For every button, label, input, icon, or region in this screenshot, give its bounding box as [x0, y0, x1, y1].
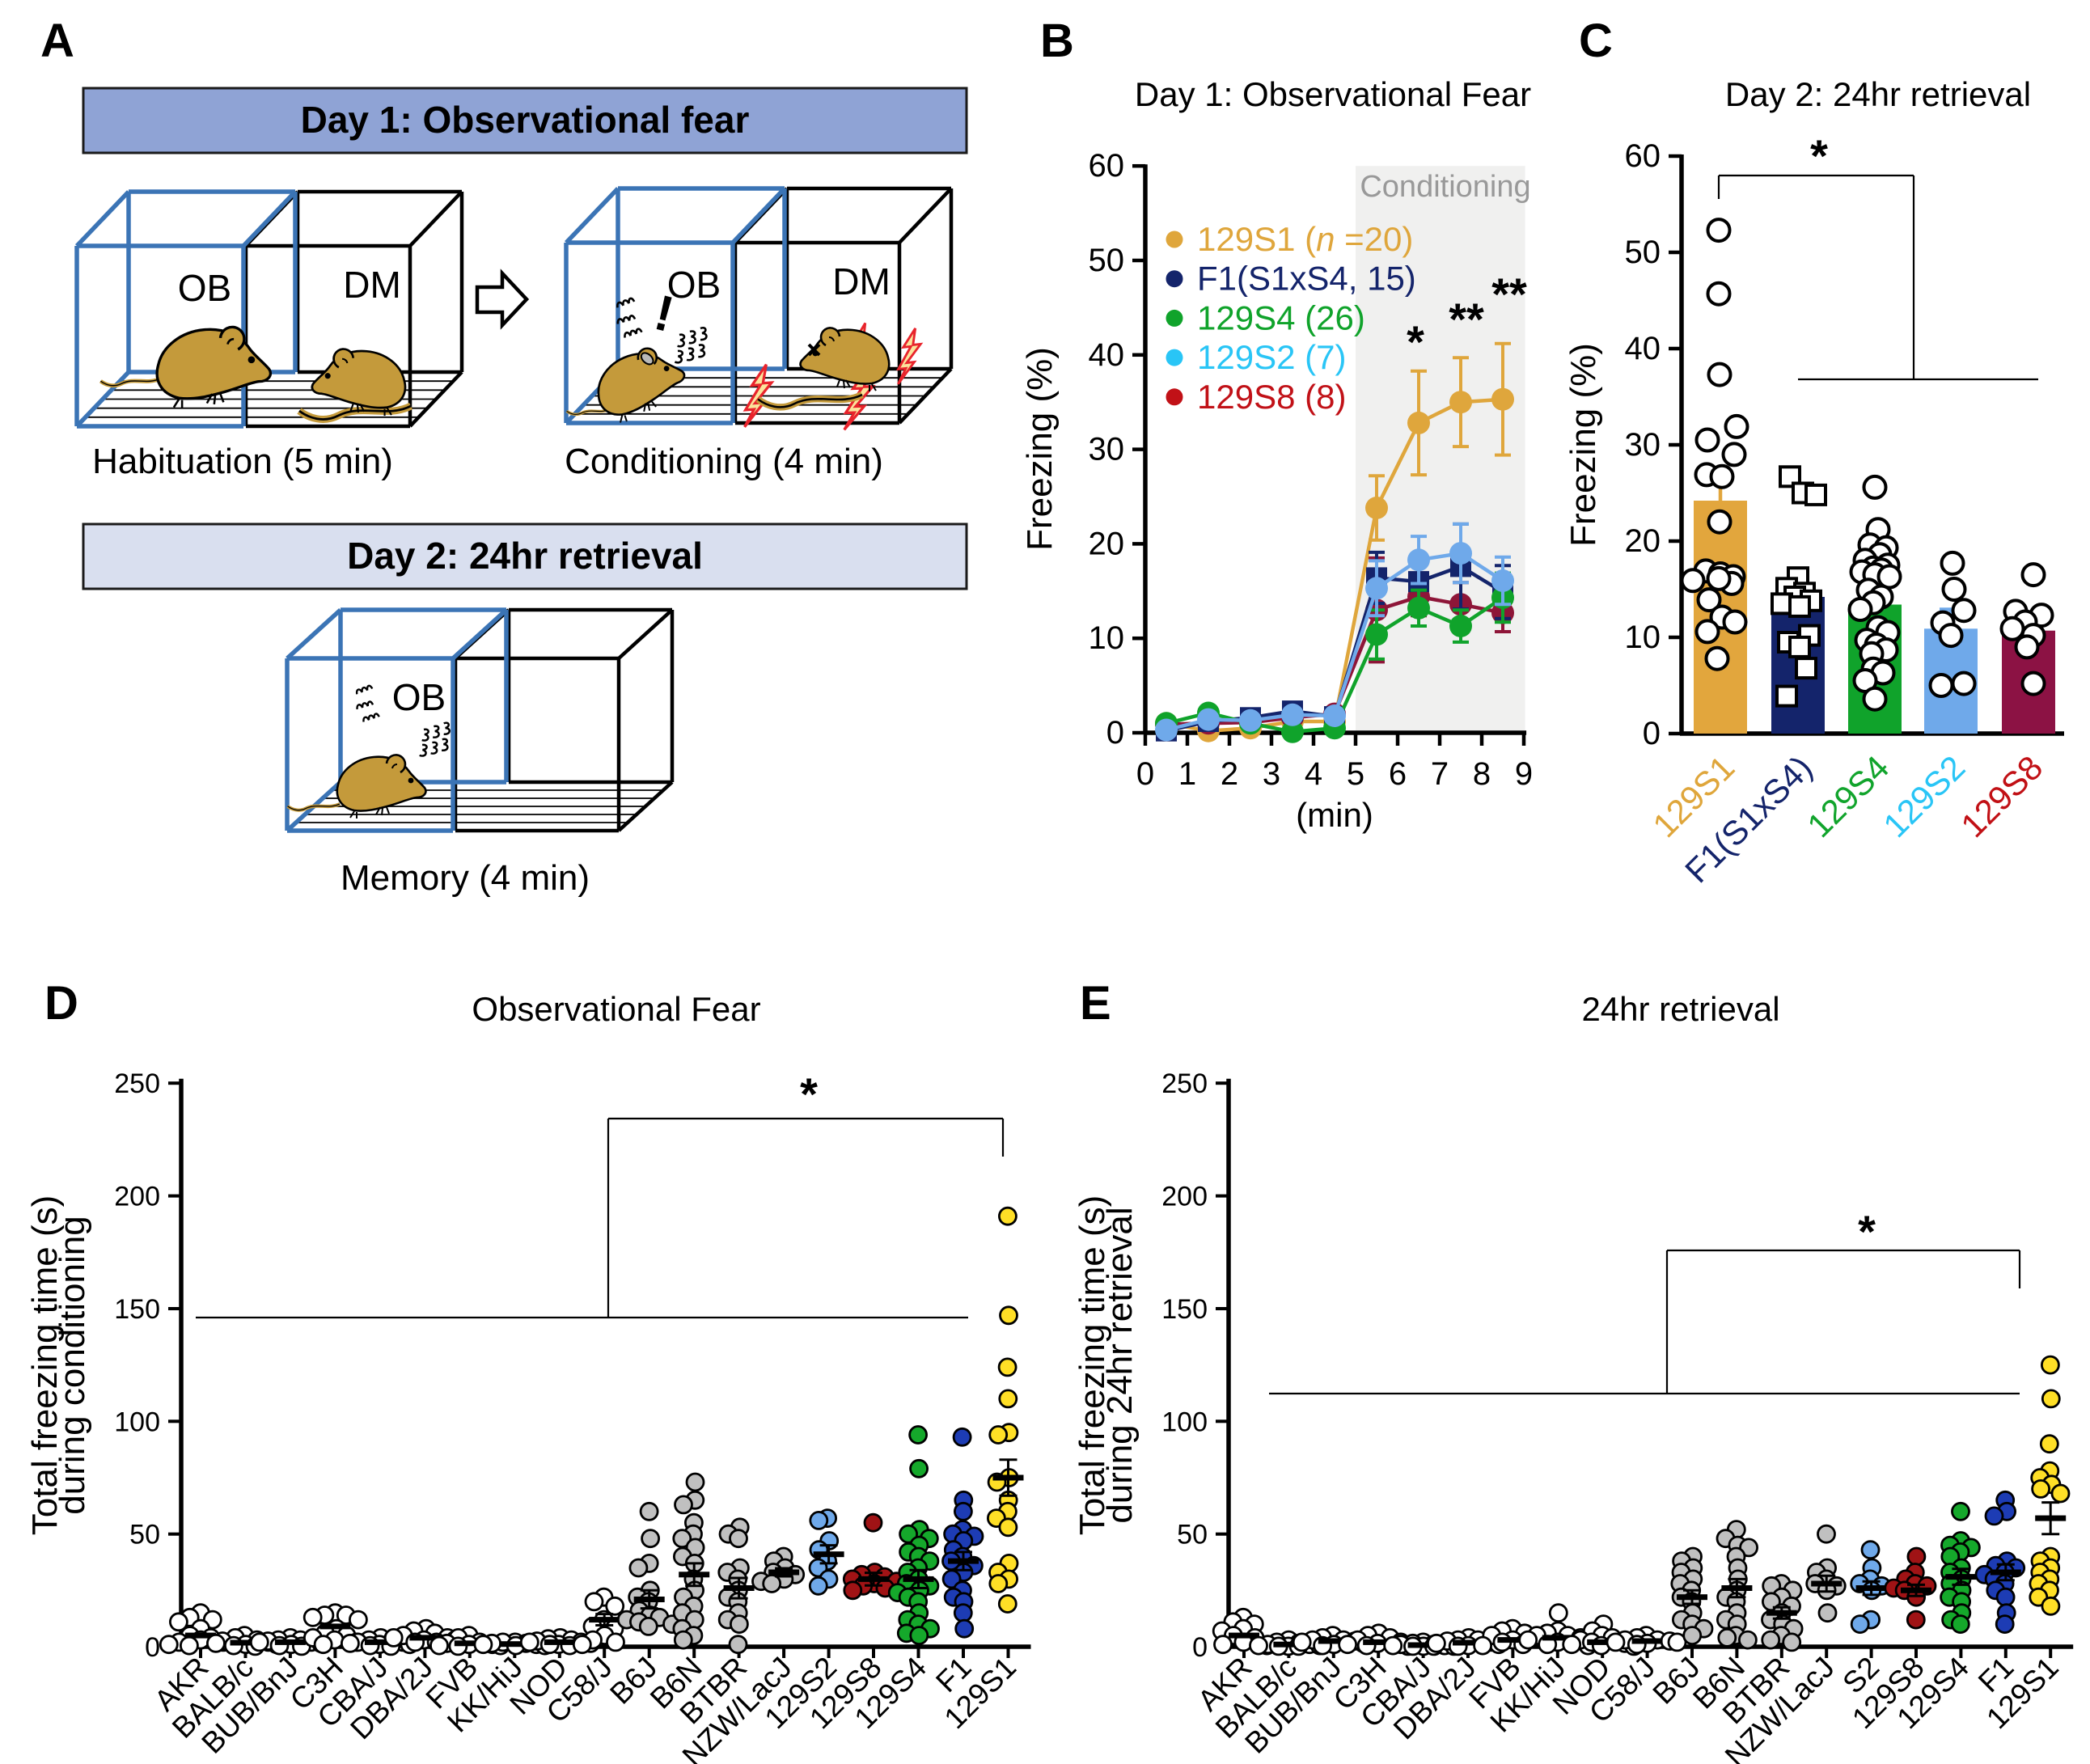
svg-text:7: 7: [1431, 756, 1449, 792]
svg-text:during conditioning: during conditioning: [53, 1216, 92, 1514]
svg-text:Freezing (%): Freezing (%): [1020, 347, 1060, 551]
svg-text:1: 1: [1178, 756, 1196, 792]
svg-text:250: 250: [1161, 1068, 1208, 1099]
svg-text:*: *: [1810, 130, 1828, 181]
svg-text:Total freezing time (s): Total freezing time (s): [1072, 1195, 1112, 1536]
svg-text:**: **: [1449, 294, 1484, 345]
svg-text:F1(S1xS4, 15): F1(S1xS4, 15): [1197, 260, 1416, 298]
svg-text:250: 250: [114, 1068, 160, 1099]
svg-text:Total freezing time (s): Total freezing time (s): [25, 1195, 65, 1536]
svg-text:Conditioning (4 min): Conditioning (4 min): [565, 442, 883, 481]
svg-text:129S2 (7): 129S2 (7): [1197, 338, 1346, 376]
svg-text:*: *: [1407, 316, 1424, 367]
svg-text:*: *: [800, 1068, 818, 1119]
svg-text:40: 40: [1089, 337, 1125, 373]
svg-text:OB: OB: [392, 676, 446, 718]
svg-text:24hr retrieval: 24hr retrieval: [1581, 990, 1779, 1028]
svg-text:OB: OB: [178, 267, 231, 309]
svg-text:2: 2: [1221, 756, 1238, 792]
svg-text:Conditioning: Conditioning: [1360, 170, 1530, 204]
svg-text:30: 30: [1625, 427, 1661, 463]
svg-text:10: 10: [1625, 620, 1661, 655]
svg-text:6: 6: [1389, 756, 1407, 792]
svg-text:129S4 (26): 129S4 (26): [1197, 298, 1365, 336]
svg-text:129S8 (8): 129S8 (8): [1197, 378, 1346, 416]
svg-text:20: 20: [1625, 523, 1661, 559]
svg-text:0: 0: [1106, 715, 1124, 751]
svg-text:4: 4: [1305, 756, 1322, 792]
svg-text:129S1 (n =20): 129S1 (n =20): [1197, 220, 1413, 258]
svg-text:Day 2: 24hr retrieval: Day 2: 24hr retrieval: [1725, 75, 2031, 113]
svg-text:Freezing (%): Freezing (%): [1563, 343, 1603, 547]
svg-text:30: 30: [1089, 432, 1125, 467]
svg-text:E: E: [1080, 977, 1111, 1030]
svg-text:Memory (4 min): Memory (4 min): [341, 858, 590, 898]
svg-text:150: 150: [114, 1294, 160, 1325]
svg-text:(min): (min): [1296, 796, 1373, 834]
svg-text:during 24hr retrieval: during 24hr retrieval: [1100, 1207, 1140, 1523]
svg-text:Observational Fear: Observational Fear: [472, 990, 760, 1028]
svg-text:60: 60: [1089, 148, 1125, 184]
svg-text:0: 0: [1136, 756, 1154, 792]
svg-text:C: C: [1579, 15, 1613, 67]
svg-text:200: 200: [114, 1182, 160, 1212]
svg-text:150: 150: [1161, 1294, 1208, 1325]
svg-text:Day 1: Observational fear: Day 1: Observational fear: [301, 99, 750, 141]
svg-text:0: 0: [1643, 716, 1661, 751]
svg-text:Habituation (5 min): Habituation (5 min): [92, 442, 393, 481]
svg-text:50: 50: [129, 1520, 160, 1550]
svg-text:0: 0: [145, 1632, 160, 1663]
svg-text:A: A: [40, 15, 74, 67]
svg-text:Day 2: 24hr retrieval: Day 2: 24hr retrieval: [347, 535, 703, 577]
svg-text:40: 40: [1625, 331, 1661, 366]
svg-text:50: 50: [1625, 235, 1661, 270]
svg-text:200: 200: [1161, 1182, 1208, 1212]
svg-text:8: 8: [1473, 756, 1491, 792]
svg-text:Day 1: Observational Fear: Day 1: Observational Fear: [1135, 75, 1531, 113]
svg-text:**: **: [1491, 269, 1527, 319]
svg-text:50: 50: [1177, 1520, 1208, 1550]
svg-text:DM: DM: [832, 260, 891, 302]
svg-text:OB: OB: [667, 264, 721, 306]
svg-text:9: 9: [1515, 756, 1533, 792]
svg-text:D: D: [44, 977, 78, 1030]
svg-text:5: 5: [1347, 756, 1364, 792]
svg-text:50: 50: [1089, 243, 1125, 278]
svg-text:*: *: [1858, 1206, 1876, 1257]
svg-text:10: 10: [1089, 620, 1125, 656]
svg-text:100: 100: [1161, 1407, 1208, 1437]
svg-text:100: 100: [114, 1407, 160, 1437]
svg-text:0: 0: [1192, 1632, 1208, 1663]
svg-text:B: B: [1040, 15, 1074, 67]
svg-text:60: 60: [1625, 138, 1661, 174]
svg-text:20: 20: [1089, 526, 1125, 561]
svg-text:DM: DM: [343, 264, 401, 306]
svg-text:3: 3: [1263, 756, 1280, 792]
